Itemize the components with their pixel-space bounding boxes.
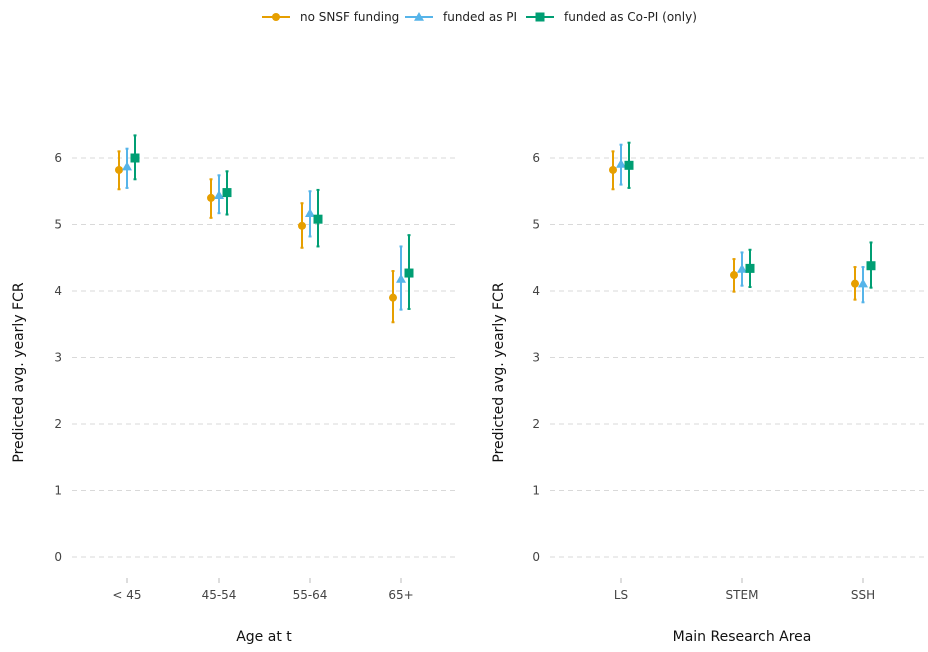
legend-label: no SNSF funding — [300, 10, 399, 24]
data-point — [214, 190, 224, 199]
x-tick-label: < 45 — [112, 588, 141, 602]
y-tick-label: 6 — [54, 151, 62, 165]
data-point — [745, 263, 755, 273]
y-tick-label: 1 — [532, 484, 540, 498]
x-tick-label: 65+ — [388, 588, 413, 602]
data-point — [616, 158, 626, 168]
x-tick-label: STEM — [726, 588, 759, 602]
legend-key-marker — [272, 13, 280, 21]
data-point — [396, 274, 406, 283]
data-point — [624, 160, 634, 170]
x-tick-label: 55-64 — [293, 588, 328, 602]
y-tick-label: 5 — [532, 218, 540, 232]
y-tick-label: 5 — [54, 218, 62, 232]
data-point — [298, 221, 306, 230]
data-point — [851, 279, 859, 288]
x-tick-label: SSH — [851, 588, 875, 602]
y-tick-label: 2 — [532, 417, 540, 431]
y-axis-title: Predicted avg. yearly FCR — [11, 282, 27, 463]
y-axis-title: Predicted avg. yearly FCR — [491, 282, 507, 463]
data-point — [389, 293, 397, 302]
data-point — [122, 161, 132, 171]
data-point — [609, 165, 617, 174]
data-point — [130, 153, 140, 163]
data-point — [866, 261, 876, 271]
y-tick-label: 3 — [54, 351, 62, 365]
y-tick-label: 4 — [532, 284, 540, 298]
data-point — [207, 193, 215, 202]
y-tick-label: 2 — [54, 417, 62, 431]
y-tick-label: 0 — [532, 550, 540, 564]
data-point — [737, 264, 747, 273]
x-axis-title: Main Research Area — [673, 629, 812, 645]
legend-label: funded as PI — [443, 10, 517, 24]
x-tick-label: 45-54 — [202, 588, 237, 602]
data-point — [858, 278, 868, 288]
x-tick-label: LS — [614, 588, 628, 602]
y-tick-label: 0 — [54, 550, 62, 564]
data-point — [222, 188, 232, 198]
data-point — [115, 165, 123, 174]
y-tick-label: 4 — [54, 284, 62, 298]
legend-label: funded as Co-PI (only) — [564, 10, 697, 24]
y-tick-label: 3 — [532, 351, 540, 365]
y-tick-label: 6 — [532, 151, 540, 165]
data-point — [313, 214, 323, 224]
data-point — [404, 268, 414, 278]
legend-key-marker — [414, 12, 424, 21]
y-tick-label: 1 — [54, 484, 62, 498]
x-axis-title: Age at t — [236, 629, 292, 645]
data-point — [305, 208, 315, 217]
data-point — [730, 271, 738, 280]
legend-key-marker — [535, 12, 545, 22]
